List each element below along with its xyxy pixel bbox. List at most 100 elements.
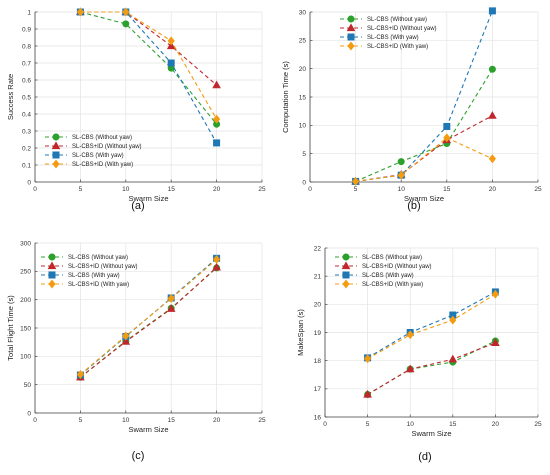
data-point <box>363 389 372 398</box>
x-tick-label: 0 <box>33 186 37 193</box>
legend-marker <box>52 133 60 141</box>
series-line <box>80 11 218 125</box>
x-tick-label: 20 <box>213 186 221 193</box>
series-4 <box>364 289 499 364</box>
legend-label: SL-CBS+ID (With yaw) <box>68 282 129 288</box>
y-tick-label: 5 <box>302 151 306 158</box>
panel-caption: (a) <box>131 200 144 212</box>
chart-panel-2: 0 5 10 15 20 25 0 5 10 15 20 25 30 Swarm Size Computat… <box>281 7 542 212</box>
y-tick-label: 18 <box>314 358 322 365</box>
data-point <box>122 331 130 341</box>
data-point <box>397 158 405 166</box>
y-tick-label: 22 <box>314 245 322 252</box>
data-point <box>167 36 175 46</box>
legend-label: SL-CBS (Without yaw) <box>72 135 132 141</box>
y-tick-label: 250 <box>20 269 31 276</box>
data-point <box>212 262 221 271</box>
y-tick-label: 19 <box>314 330 322 337</box>
y-tick-label: 0.5 <box>22 94 31 101</box>
x-tick-label: 10 <box>398 186 406 193</box>
legend-marker <box>342 253 350 261</box>
data-point <box>213 139 221 147</box>
data-point <box>449 315 457 325</box>
panel-caption: (c) <box>132 450 145 462</box>
legend-marker <box>347 33 355 41</box>
y-tick-label: 15 <box>299 94 307 101</box>
legend-label: SL-CBS (With yaw) <box>362 273 414 279</box>
x-tick-label: 15 <box>449 421 457 428</box>
y-tick-label: 200 <box>20 297 31 304</box>
y-tick-label: 17 <box>314 386 322 393</box>
series-line <box>355 68 493 182</box>
legend-marker <box>346 23 356 32</box>
y-axis-label: MakeSpan (s) <box>296 309 305 356</box>
legend-marker <box>347 15 355 23</box>
y-tick-label: 21 <box>314 273 322 280</box>
x-tick-label: 0 <box>323 421 327 428</box>
legend-label: SL-CBS (Without yaw) <box>68 255 128 261</box>
legend-label: SL-CBS (With yaw) <box>367 35 419 41</box>
x-tick-label: 5 <box>79 186 83 193</box>
legend-label: SL-CBS+ID (Without yaw) <box>367 26 437 32</box>
data-point <box>491 338 500 347</box>
data-point <box>166 41 176 50</box>
x-tick-label: 20 <box>489 186 497 193</box>
y-tick-label: 0.9 <box>22 26 31 33</box>
data-point <box>488 7 496 15</box>
legend-label: SL-CBS (Without yaw) <box>367 17 427 23</box>
x-tick-label: 15 <box>443 186 451 193</box>
legend-marker <box>48 279 56 289</box>
x-tick-label: 10 <box>122 186 130 193</box>
x-tick-label: 15 <box>168 186 176 193</box>
legend-label: SL-CBS+ID (Without yaw) <box>72 144 142 150</box>
x-tick-label: 5 <box>354 186 358 193</box>
legend-label: SL-CBS (Without yaw) <box>362 255 422 261</box>
data-point <box>443 122 451 130</box>
series-4 <box>76 7 221 124</box>
legend-marker <box>48 271 56 279</box>
y-tick-label: 20 <box>299 66 307 73</box>
data-point <box>488 65 496 73</box>
data-point <box>488 111 497 119</box>
legend-marker <box>341 261 351 270</box>
legend-marker <box>347 41 355 51</box>
data-point <box>491 289 499 299</box>
y-tick-label: 0 <box>27 179 31 186</box>
data-point <box>405 364 415 373</box>
legend-marker <box>342 271 350 279</box>
data-point <box>213 254 221 264</box>
legend-label: SL-CBS (With yaw) <box>72 153 124 159</box>
y-tick-label: 0.1 <box>22 162 31 169</box>
x-tick-label: 20 <box>492 421 500 428</box>
series-line <box>355 137 493 182</box>
panel-caption: (b) <box>407 200 420 212</box>
x-tick-label: 25 <box>258 186 266 193</box>
series-4 <box>352 133 496 186</box>
series-line <box>367 291 496 359</box>
y-tick-label: 16 <box>314 414 322 421</box>
legend-marker <box>52 151 60 159</box>
y-tick-label: 0.8 <box>22 43 31 50</box>
x-tick-label: 10 <box>122 417 130 424</box>
x-tick-label: 5 <box>366 421 370 428</box>
x-axis-label: Swarm Size <box>128 425 168 434</box>
data-point <box>76 7 84 17</box>
panel-caption: (d) <box>418 451 431 463</box>
data-point <box>167 294 175 304</box>
data-point <box>212 80 221 89</box>
legend-marker <box>52 159 60 169</box>
y-tick-label: 1 <box>27 9 31 16</box>
x-tick-label: 15 <box>168 417 176 424</box>
y-tick-label: 0.3 <box>22 128 31 135</box>
series-line <box>80 266 217 378</box>
legend-label: SL-CBS+ID (With yaw) <box>362 282 423 288</box>
data-point <box>122 7 130 17</box>
legend-label: SL-CBS+ID (With yaw) <box>367 44 428 50</box>
y-axis-label: Success Rate <box>6 74 15 120</box>
y-axis-label: Computation Time (s) <box>281 61 290 133</box>
legend-label: SL-CBS+ID (With yaw) <box>72 162 133 168</box>
y-tick-label: 20 <box>314 302 322 309</box>
x-axis-label: Swarm Size <box>128 194 168 203</box>
legend-marker <box>47 261 57 270</box>
